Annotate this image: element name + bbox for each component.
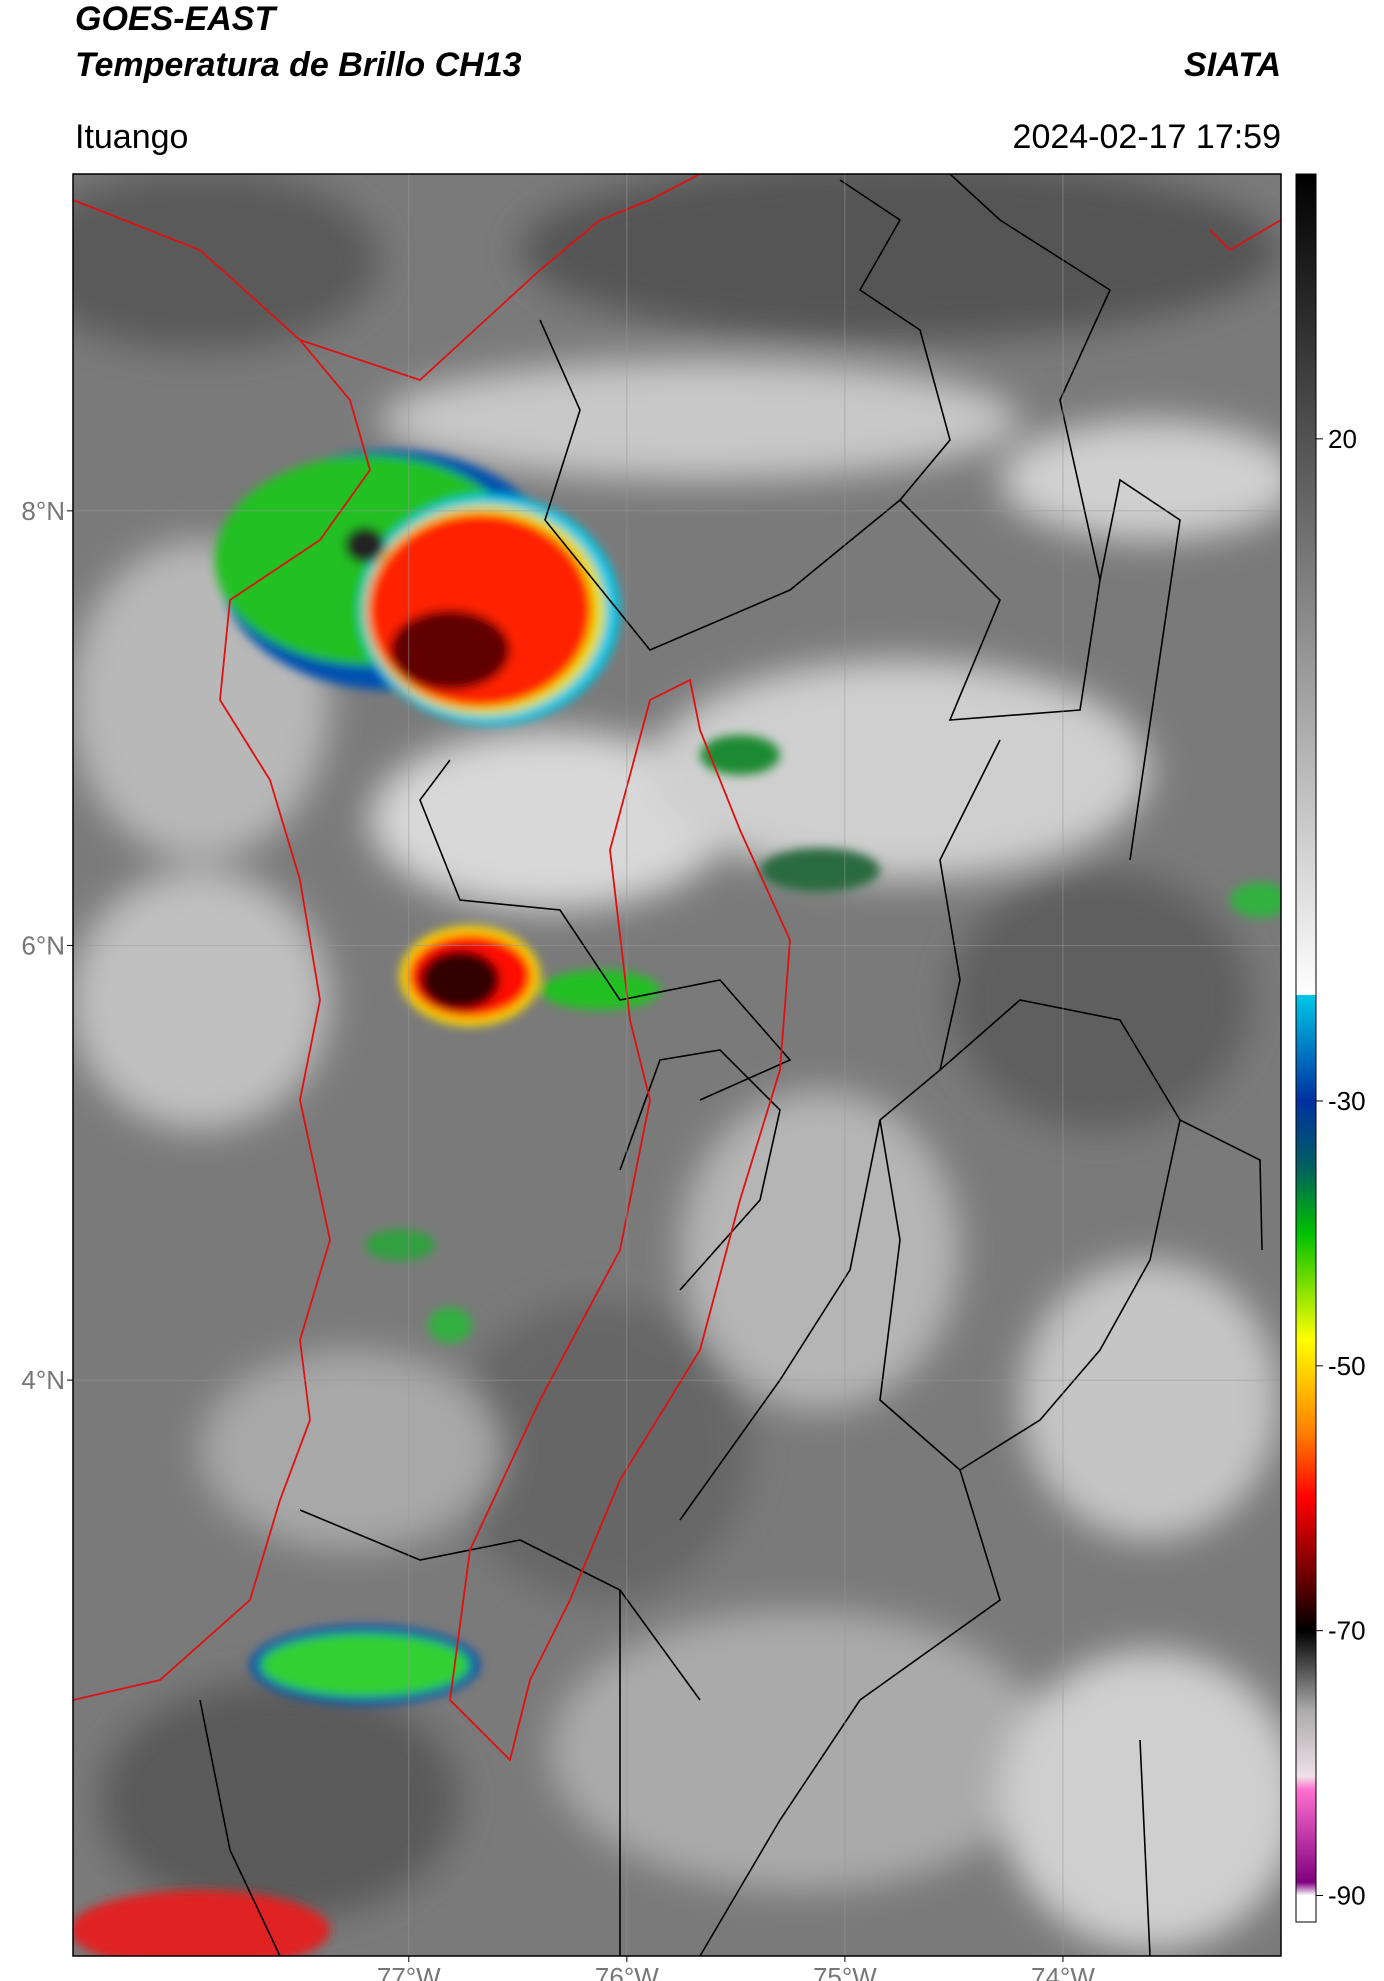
location: Ituango bbox=[75, 118, 188, 156]
colorbar-tick-label: -50 bbox=[1328, 1351, 1366, 1381]
x-tick-label: 77°W bbox=[377, 1962, 441, 1981]
brand: SIATA bbox=[1184, 46, 1281, 84]
colorbar: 20 -30 -50 -70 -90 bbox=[1295, 173, 1366, 1923]
subtitle: Temperatura de Brillo CH13 bbox=[75, 46, 522, 84]
admin-borders bbox=[199, 174, 1263, 1956]
map-frame bbox=[72, 173, 1282, 1957]
colorbar-tick-label: 20 bbox=[1328, 424, 1357, 454]
datetime: 2024-02-17 17:59 bbox=[1013, 118, 1281, 156]
graticule: 77°W 76°W 75°W 74°W 8°N 6°N 4°N bbox=[21, 174, 1281, 1981]
x-tick-label: 76°W bbox=[595, 1962, 659, 1981]
department-borders bbox=[73, 174, 1281, 1762]
map-image bbox=[73, 174, 1281, 1956]
colorbar-tick-label: -70 bbox=[1328, 1616, 1366, 1646]
colorbar-tick-label: -30 bbox=[1328, 1086, 1366, 1116]
title: GOES-EAST bbox=[75, 0, 278, 38]
x-tick-label: 74°W bbox=[1031, 1962, 1095, 1981]
colorbar-bar bbox=[1295, 173, 1317, 1923]
x-tick-label: 75°W bbox=[813, 1962, 877, 1981]
y-tick-label: 6°N bbox=[21, 930, 65, 960]
colorbar-tick-label: -90 bbox=[1328, 1881, 1366, 1911]
y-tick-label: 4°N bbox=[21, 1365, 65, 1395]
y-tick-label: 8°N bbox=[21, 496, 65, 526]
convective-cells bbox=[73, 450, 1281, 1956]
